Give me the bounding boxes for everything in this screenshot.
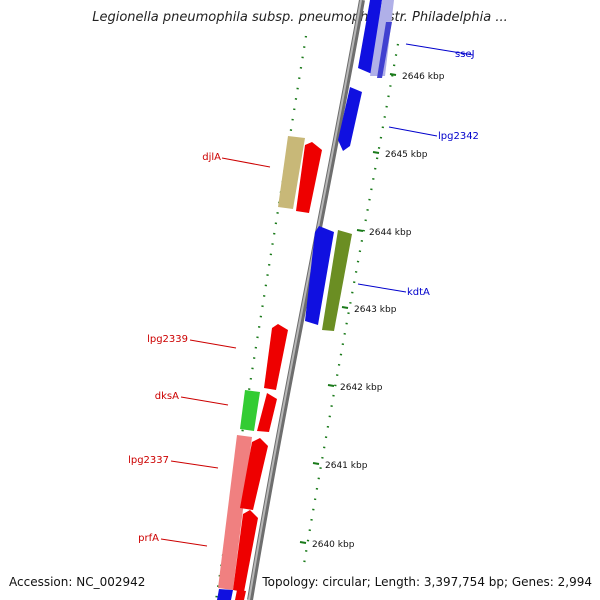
gene-leader-sseJ (405, 43, 474, 56)
gene-leader-lpg2339 (189, 339, 237, 349)
gene-leader-kdtA (357, 283, 407, 293)
gene-block-lpg2337-pink[interactable] (218, 435, 252, 590)
gene-block-djlA-red[interactable] (296, 142, 322, 213)
gene-leader-djlA (221, 157, 271, 168)
gene-leader-prfA (160, 538, 208, 547)
gene-block-lpg2337-red[interactable] (240, 438, 268, 510)
gene-label-sseJ[interactable]: sseJ (455, 49, 475, 60)
ruler-tick-1 (372, 151, 380, 154)
gene-leader-dksA (180, 396, 229, 406)
gene-leader-lpg2337 (170, 460, 219, 469)
ruler-label-4: 2642 kbp (340, 383, 383, 393)
gene-block-sseJ-b[interactable] (370, 0, 394, 76)
accession-text: Accession: NC_002942 (9, 575, 146, 589)
gene-block-prfA-red[interactable] (233, 510, 258, 592)
ruler-tick-0 (389, 73, 397, 76)
gene-block-kdtA-green[interactable] (322, 230, 352, 331)
ruler-tick-4 (327, 384, 335, 387)
gene-block-prfA-blue[interactable] (217, 589, 233, 600)
ruler-tick-3 (341, 306, 349, 309)
gene-block-kdtA-blue[interactable] (305, 226, 334, 325)
ruler: 2646 kbp 2645 kbp 2644 kbp 2643 kbp 2642 kbp… (299, 72, 445, 550)
ruler-tick-6 (299, 541, 307, 544)
gene-block-djlA-tan[interactable] (278, 136, 305, 209)
gene-block-sseJ-c[interactable] (377, 22, 392, 78)
genome-backbone (247, 0, 365, 600)
ruler-label-0: 2646 kbp (402, 72, 445, 82)
ruler-tick-5 (312, 462, 320, 465)
ruler-label-6: 2640 kbp (312, 540, 355, 550)
gene-labels: sseJ lpg2342 kdtA djlA lpg2339 dksA lpg2337 prf… (128, 43, 479, 547)
gene-label-kdtA[interactable]: kdtA (407, 287, 430, 298)
gene-block-dksA-green[interactable] (240, 390, 260, 431)
gene-label-lpg2339[interactable]: lpg2339 (147, 334, 188, 345)
topology-text: Topology: circular; Length: 3,397,754 bp… (262, 575, 592, 589)
ruler-label-3: 2643 kbp (354, 305, 397, 315)
gene-block-lpg2342[interactable] (338, 87, 362, 151)
ruler-label-1: 2645 kbp (385, 150, 428, 160)
gene-label-prfA[interactable]: prfA (138, 533, 159, 544)
map-title: Legionella pneumophila subsp. pneumophil… (92, 10, 508, 25)
gene-leader-lpg2342 (388, 126, 438, 137)
gene-block-sseJ-a[interactable] (358, 0, 382, 74)
gene-label-lpg2337[interactable]: lpg2337 (128, 455, 169, 466)
gene-block-lpg2339[interactable] (264, 324, 288, 390)
ruler-label-2: 2644 kbp (369, 228, 412, 238)
gene-label-dksA[interactable]: dksA (155, 391, 179, 402)
ruler-label-5: 2641 kbp (325, 461, 368, 471)
gene-block-dksA-red[interactable] (257, 393, 277, 432)
ruler-tick-2 (356, 229, 364, 232)
gene-block-prfA-red2[interactable] (235, 590, 246, 600)
gene-label-djlA[interactable]: djlA (202, 152, 221, 163)
gene-label-lpg2342[interactable]: lpg2342 (438, 131, 479, 142)
